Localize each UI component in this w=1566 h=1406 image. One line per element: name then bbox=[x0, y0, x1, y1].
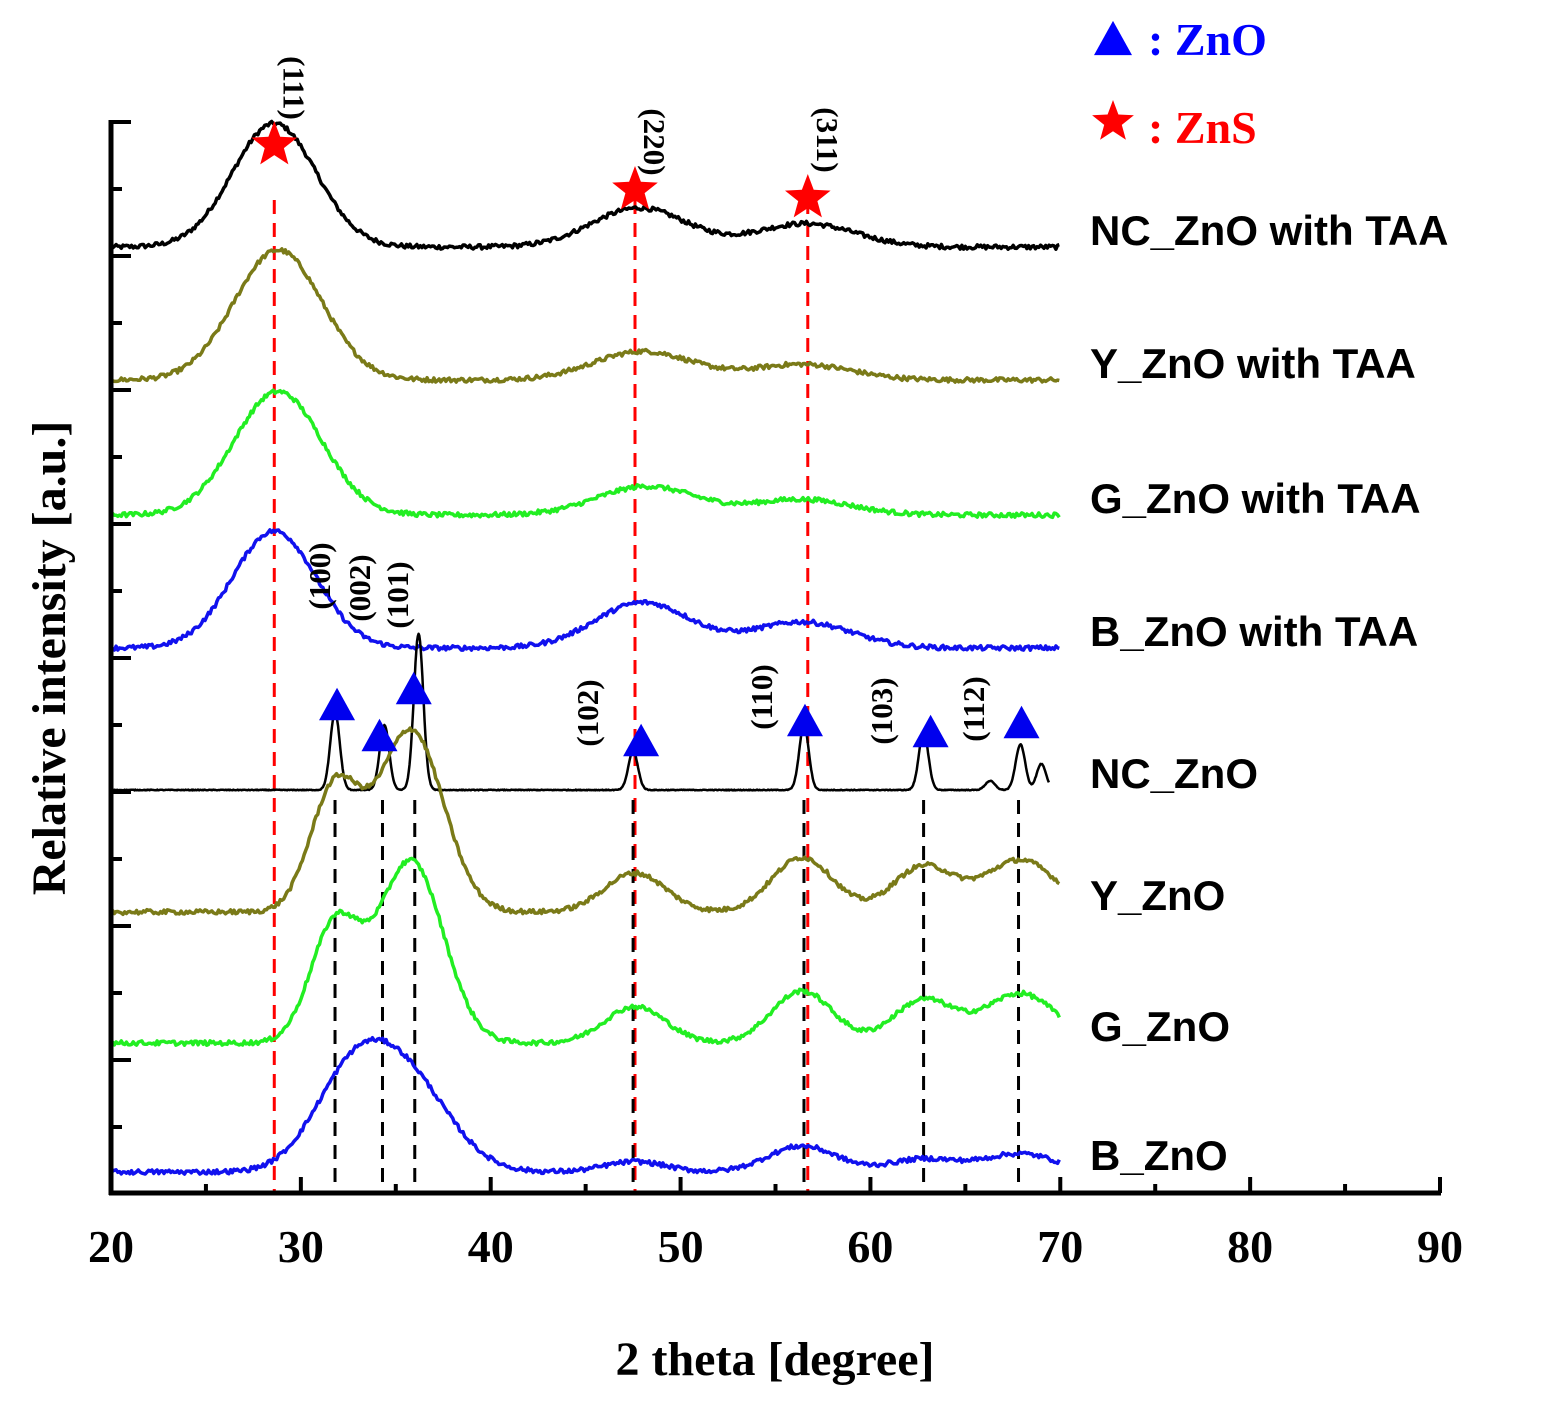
series-g-zno bbox=[109, 856, 1061, 1047]
zno-triangle-marker bbox=[623, 723, 660, 757]
x-tick-label: 30 bbox=[278, 1221, 324, 1272]
x-tick-label: 90 bbox=[1417, 1221, 1463, 1272]
zns-plane-label: (311) bbox=[810, 107, 845, 172]
series-label: B_ZnO bbox=[1090, 1132, 1228, 1179]
x-tick-label: 70 bbox=[1037, 1221, 1083, 1272]
zno-plane-label: (103) bbox=[864, 677, 899, 744]
zno-plane-label: (110) bbox=[744, 664, 779, 729]
zno-triangle-marker bbox=[361, 718, 398, 752]
series-y-zno bbox=[110, 726, 1061, 917]
series-label: Y_ZnO bbox=[1090, 872, 1225, 919]
zno-triangle-marker bbox=[319, 687, 356, 721]
series-b-zno bbox=[109, 1035, 1061, 1176]
axes: 20 30 40 50 60 70 80 90 bbox=[88, 120, 1463, 1272]
x-axis-title: 2 theta [degree] bbox=[616, 1333, 935, 1386]
phase-markers: (111) (220) (311) (100) (002) (101) (102) (110)… bbox=[251, 56, 1040, 757]
series-group bbox=[109, 119, 1061, 1176]
x-tick-label: 80 bbox=[1227, 1221, 1273, 1272]
legend-label: : ZnO bbox=[1148, 14, 1267, 65]
zns-star-marker bbox=[785, 174, 831, 218]
series-g-zno-with-taa bbox=[110, 388, 1061, 520]
zno-plane-label: (002) bbox=[342, 554, 377, 621]
zns-star-marker bbox=[251, 121, 298, 165]
x-tick-label: 40 bbox=[468, 1221, 514, 1272]
legend-label: : ZnS bbox=[1148, 102, 1257, 153]
y-axis-title: Relative intensity [a.u.] bbox=[23, 421, 76, 896]
zno-triangle-marker bbox=[786, 703, 823, 737]
zno-plane-label: (112) bbox=[956, 676, 991, 741]
zns-plane-label: (220) bbox=[637, 108, 672, 175]
series-nc-zno-with-taa bbox=[109, 119, 1060, 251]
series-nc-zno bbox=[110, 632, 1051, 792]
x-tick-label: 20 bbox=[88, 1221, 134, 1272]
series-label: G_ZnO bbox=[1090, 1003, 1230, 1050]
zno-triangle-marker bbox=[395, 671, 432, 705]
series-label: Y_ZnO with TAA bbox=[1090, 340, 1416, 387]
x-tick-label: 50 bbox=[658, 1221, 704, 1272]
zno-triangle-marker bbox=[912, 714, 949, 748]
zns-star-marker bbox=[612, 166, 658, 210]
series-y-zno-with-taa bbox=[109, 247, 1060, 384]
zno-plane-label: (101) bbox=[380, 561, 415, 628]
legend-triangle-icon bbox=[1094, 20, 1132, 56]
legend-star-icon bbox=[1092, 100, 1134, 140]
x-tick-label: 60 bbox=[847, 1221, 893, 1272]
zno-plane-label: (102) bbox=[570, 679, 605, 746]
zns-plane-label: (111) bbox=[276, 56, 311, 120]
zno-plane-label: (100) bbox=[302, 542, 337, 609]
series-b-zno-with-taa bbox=[110, 528, 1060, 652]
series-label: G_ZnO with TAA bbox=[1090, 475, 1421, 522]
legend: : ZnO : ZnS bbox=[1092, 14, 1267, 153]
series-label: B_ZnO with TAA bbox=[1090, 608, 1418, 655]
series-labels: NC_ZnO with TAA Y_ZnO with TAA G_ZnO with … bbox=[1090, 207, 1449, 1179]
series-label: NC_ZnO with TAA bbox=[1090, 207, 1449, 254]
series-label: NC_ZnO bbox=[1090, 750, 1258, 797]
zno-triangle-marker bbox=[1003, 705, 1040, 739]
